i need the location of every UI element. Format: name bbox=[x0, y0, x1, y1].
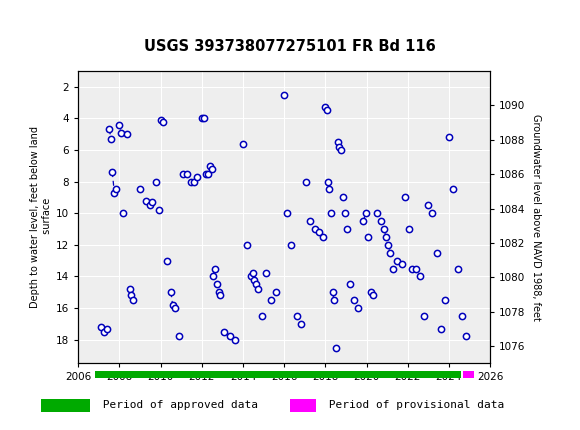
Bar bbox=[463, 371, 474, 378]
Text: Period of approved data: Period of approved data bbox=[96, 400, 258, 410]
Bar bbox=[41, 399, 90, 412]
Y-axis label: Depth to water level, feet below land
 surface: Depth to water level, feet below land su… bbox=[30, 126, 52, 308]
Text: Period of provisional data: Period of provisional data bbox=[322, 400, 504, 410]
Bar bbox=[95, 371, 461, 378]
Y-axis label: Groundwater level above NAVD 1988, feet: Groundwater level above NAVD 1988, feet bbox=[531, 114, 541, 321]
Bar bbox=[290, 399, 316, 412]
Text: USGS 393738077275101 FR Bd 116: USGS 393738077275101 FR Bd 116 bbox=[144, 39, 436, 54]
Text: ≡USGS: ≡USGS bbox=[7, 11, 78, 29]
